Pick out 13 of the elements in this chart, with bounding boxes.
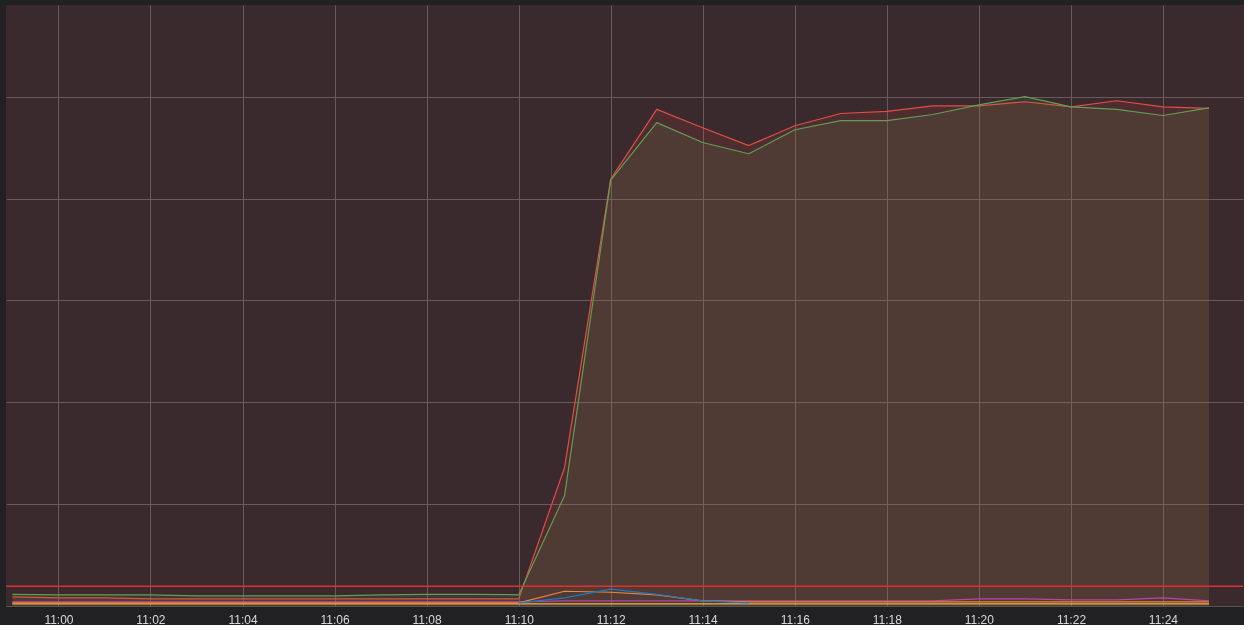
x-tick-label: 11:12 [596,612,627,627]
x-tick-label: 11:22 [1056,612,1087,627]
x-tick-label: 11:16 [780,612,811,627]
x-tick-label: 11:00 [44,612,74,627]
x-tick-label: 11:14 [688,612,719,627]
x-tick-label: 11:02 [136,612,166,627]
x-tick-label: 11:18 [872,612,903,627]
x-tick-label: 11:10 [504,612,535,627]
x-tick-label: 11:06 [320,612,350,627]
x-tick-label: 11:04 [228,612,259,627]
x-tick-label: 11:08 [412,612,442,627]
x-tick-label: 11:24 [1148,612,1179,627]
x-tick-label: 11:20 [964,612,995,627]
